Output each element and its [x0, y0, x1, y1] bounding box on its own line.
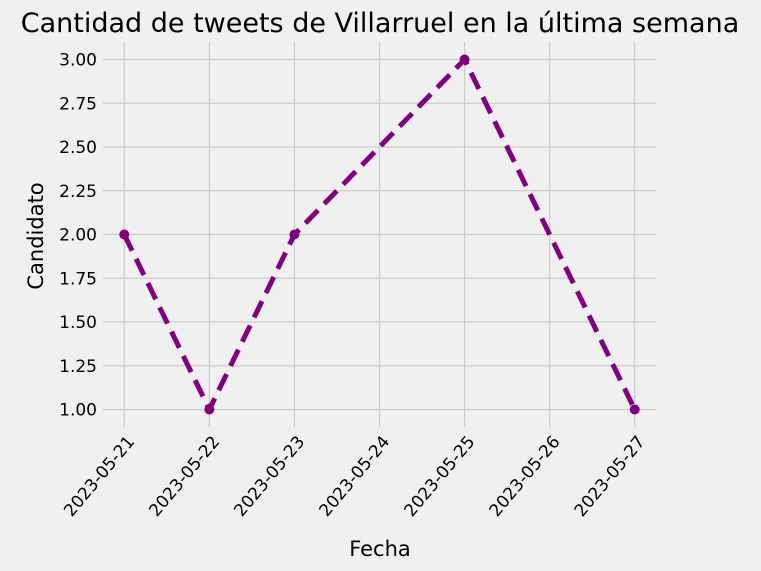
- y-tick-label: 1.75: [59, 269, 97, 289]
- data-point: [629, 404, 640, 415]
- y-tick-label: 1.25: [59, 357, 97, 377]
- series-layer: [119, 54, 640, 415]
- data-point: [204, 404, 215, 415]
- data-point: [459, 54, 470, 65]
- y-tick-label: 2.50: [59, 138, 97, 158]
- x-tick-label: 2023-05-26: [486, 432, 565, 521]
- y-tick-label: 3.00: [59, 51, 97, 71]
- data-point: [289, 229, 300, 240]
- y-tick-label: 2.00: [59, 226, 97, 246]
- y-tick-label: 1.00: [59, 401, 97, 421]
- y-tick-label: 1.50: [59, 313, 97, 333]
- x-tick-label: 2023-05-21: [60, 432, 139, 521]
- data-point: [119, 229, 130, 240]
- y-axis-label: Candidato: [24, 182, 48, 289]
- y-tick-labels: 1.00 1.25 1.50 1.75 2.00 2.25 2.50 2.75 3.00: [59, 51, 97, 421]
- y-tick-label: 2.25: [59, 182, 97, 202]
- x-gridlines: [123, 42, 636, 427]
- y-tick-label: 2.75: [59, 94, 97, 114]
- x-tick-labels: 2023-05-21 2023-05-22 2023-05-23 2023-05-24…: [60, 432, 649, 521]
- x-tick-label: 2023-05-24: [316, 432, 395, 521]
- x-tick-label: 2023-05-22: [145, 432, 224, 521]
- x-tick-label: 2023-05-25: [401, 432, 480, 521]
- chart-title: Cantidad de tweets de Villarruel en la ú…: [21, 8, 740, 39]
- x-tick-label: 2023-05-27: [571, 432, 650, 521]
- x-axis-label: Fecha: [349, 537, 411, 561]
- x-tick-label: 2023-05-23: [230, 432, 309, 521]
